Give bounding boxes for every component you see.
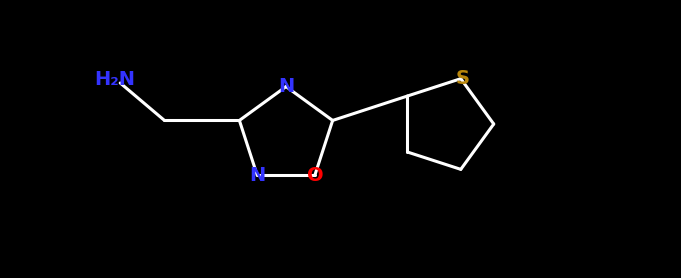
Text: N: N	[278, 77, 294, 96]
Text: O: O	[306, 166, 323, 185]
Text: N: N	[249, 166, 266, 185]
Text: S: S	[455, 69, 469, 88]
Text: H₂N: H₂N	[94, 70, 136, 89]
